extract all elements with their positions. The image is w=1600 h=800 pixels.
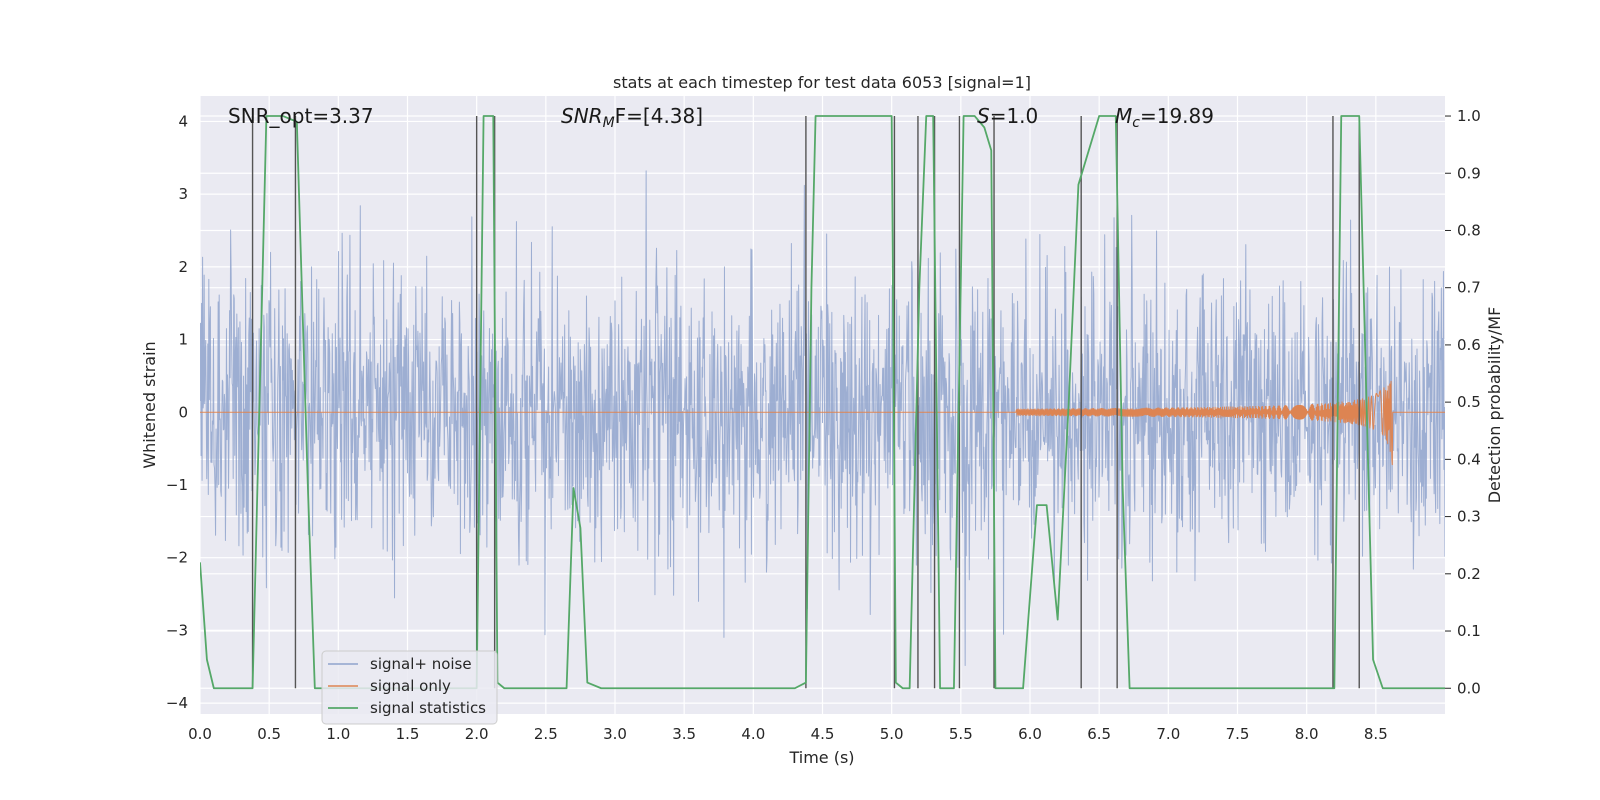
y2-tick-label: 0.0 (1457, 679, 1481, 697)
y-tick-label: 2 (178, 258, 188, 276)
series-signal-noise (200, 170, 1445, 667)
s-annotation: S=1.0 (977, 104, 1038, 128)
x-tick-label: 0.5 (257, 725, 281, 743)
x-axis-ticks: 0.0 0.5 1.0 1.5 2.0 2.5 3.0 3.5 4.0 4.5 5.0 5.5 6.0 6… (188, 725, 1388, 743)
snr-mf-subscript: M (603, 115, 615, 131)
x-tick-label: 1.0 (326, 725, 350, 743)
x-tick-label: 3.0 (603, 725, 627, 743)
y-tick-label: 3 (178, 185, 188, 203)
y-tick-label: −1 (166, 476, 188, 494)
x-tick-label: 8.5 (1364, 725, 1388, 743)
x-tick-label: 4.0 (741, 725, 765, 743)
y-tick-label: 4 (178, 112, 188, 130)
mc-value: =19.89 (1140, 104, 1214, 128)
x-tick-label: 4.5 (811, 725, 835, 743)
snr-mf-annotation: SNRMF=[4.38] (561, 104, 703, 131)
y2-tick-label: 0.1 (1457, 622, 1481, 640)
legend-label-noise: signal+ noise (370, 655, 472, 673)
y2-tick-label: 0.3 (1457, 508, 1481, 526)
y2-tick-label: 0.9 (1457, 164, 1481, 182)
y-tick-label: −4 (166, 694, 188, 712)
x-tick-label: 2.5 (534, 725, 558, 743)
y2-tick-label: 0.5 (1457, 393, 1481, 411)
y-tick-label: 0 (178, 403, 188, 421)
x-tick-label: 8.0 (1295, 725, 1319, 743)
s-value: =1.0 (990, 104, 1039, 128)
s-italic: S (977, 104, 990, 128)
snr-mf-value: F=[4.38] (615, 104, 703, 128)
snr-opt-annotation: SNR_opt=3.37 (228, 104, 374, 128)
y2-axis-ticks: 1.0 0.9 0.8 0.7 0.6 0.5 0.4 0.3 0.2 0.1 0.0 (1445, 107, 1481, 697)
mc-italic: M (1115, 104, 1132, 128)
series-signal-only (200, 380, 1445, 466)
y-axis-ticks: 4 3 2 1 0 −1 −2 −3 −4 (166, 112, 188, 712)
y-tick-label: −2 (166, 549, 188, 567)
legend-box (321, 650, 498, 725)
x-tick-label: 1.5 (396, 725, 420, 743)
y2-tick-label: 0.4 (1457, 450, 1481, 468)
legend-label-signal: signal only (370, 677, 451, 695)
y2-axis-label: Detection probability/MF (1485, 307, 1504, 504)
legend-label-stats: signal statistics (370, 699, 486, 717)
y-tick-label: −3 (166, 621, 188, 639)
y-tick-label: 1 (178, 331, 188, 349)
y2-tick-label: 0.6 (1457, 336, 1481, 354)
snr-mf-italic: SNR (561, 104, 603, 128)
y2-tick-label: 1.0 (1457, 107, 1481, 125)
y2-tick-label: 0.7 (1457, 279, 1481, 297)
x-tick-label: 5.5 (949, 725, 973, 743)
x-tick-label: 5.0 (880, 725, 904, 743)
legend: signal+ noise signal only signal statist… (321, 650, 498, 725)
y2-tick-label: 0.8 (1457, 221, 1481, 239)
y-axis-label: Whitened strain (140, 341, 159, 468)
x-tick-label: 6.0 (1018, 725, 1042, 743)
x-tick-label: 0.0 (188, 725, 212, 743)
mc-subscript: c (1132, 115, 1140, 131)
chart-title: stats at each timestep for test data 605… (613, 73, 1031, 92)
x-tick-label: 3.5 (672, 725, 696, 743)
x-tick-label: 2.0 (465, 725, 489, 743)
mc-annotation: Mc=19.89 (1115, 104, 1214, 131)
x-axis-label: Time (s) (788, 748, 854, 767)
detection-vertical-lines (251, 116, 1360, 689)
x-tick-label: 7.0 (1156, 725, 1180, 743)
x-tick-label: 7.5 (1226, 725, 1250, 743)
y2-tick-label: 0.2 (1457, 565, 1481, 583)
x-tick-label: 6.5 (1087, 725, 1111, 743)
